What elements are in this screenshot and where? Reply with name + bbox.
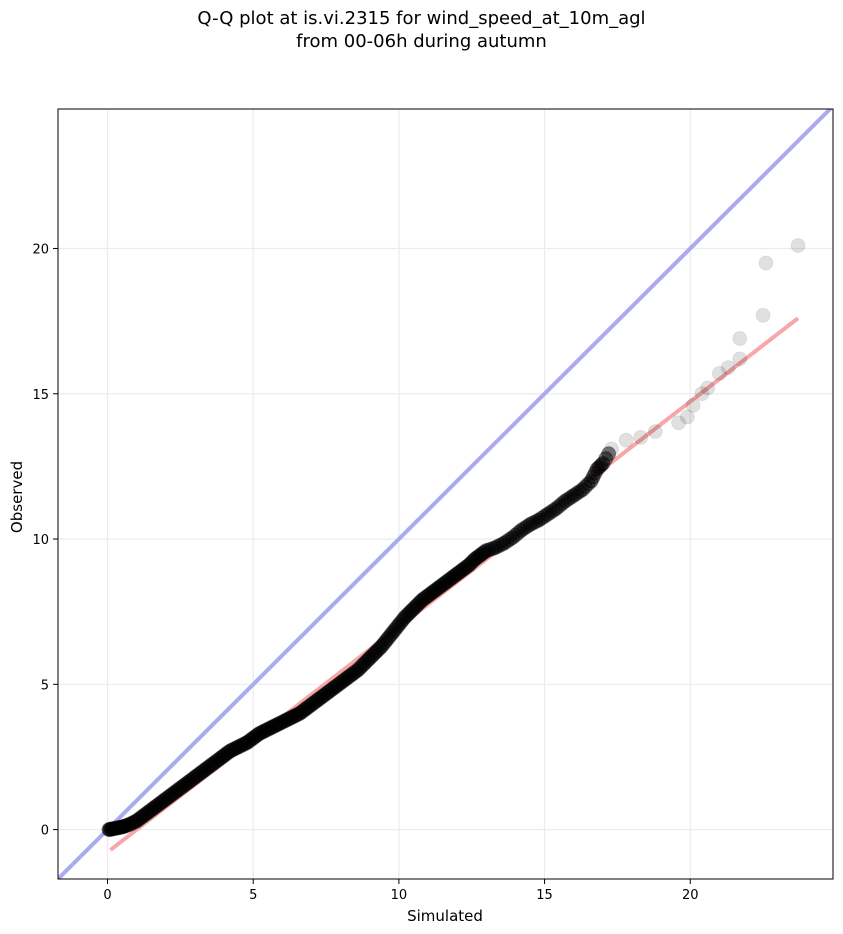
- grid-layer: [58, 109, 833, 879]
- identity-line: [58, 109, 833, 879]
- data-point: [647, 424, 663, 440]
- data-point: [604, 441, 620, 457]
- data-point: [694, 386, 710, 402]
- x-tick-label: 20: [682, 888, 699, 903]
- plot-frame: [57, 108, 834, 880]
- y-tick-label: 5: [41, 678, 49, 693]
- data-point: [758, 255, 774, 271]
- data-point: [755, 307, 771, 323]
- data-point: [671, 415, 687, 431]
- data-point: [732, 331, 748, 347]
- y-tick-label: 10: [32, 533, 49, 548]
- points-layer: [101, 238, 806, 838]
- y-tick-label: 15: [32, 388, 49, 403]
- y-axis-label: Observed: [8, 461, 26, 533]
- y-tick-label: 0: [41, 824, 49, 839]
- data-point: [685, 397, 701, 413]
- x-tick-label: 10: [391, 888, 408, 903]
- x-tick-label: 5: [249, 888, 257, 903]
- x-tick-label: 0: [103, 888, 111, 903]
- data-point: [618, 432, 634, 448]
- x-tick-label: 15: [536, 888, 553, 903]
- data-point: [790, 238, 806, 254]
- chart-title-line-1: Q-Q plot at is.vi.2315 for wind_speed_at…: [197, 8, 646, 29]
- data-point: [700, 380, 716, 396]
- data-point: [720, 360, 736, 376]
- chart-title-line-2: from 00-06h during autumn: [296, 31, 547, 52]
- y-tick-label: 20: [32, 242, 49, 257]
- data-point: [711, 365, 727, 381]
- data-point: [732, 351, 748, 367]
- axes: 0 5 10 15 20 0 5 10 15 20: [32, 108, 834, 903]
- x-axis-label: Simulated: [407, 907, 483, 925]
- reference-lines: [58, 109, 833, 879]
- data-point: [633, 429, 649, 445]
- data-point: [601, 446, 617, 462]
- data-point: [679, 409, 695, 425]
